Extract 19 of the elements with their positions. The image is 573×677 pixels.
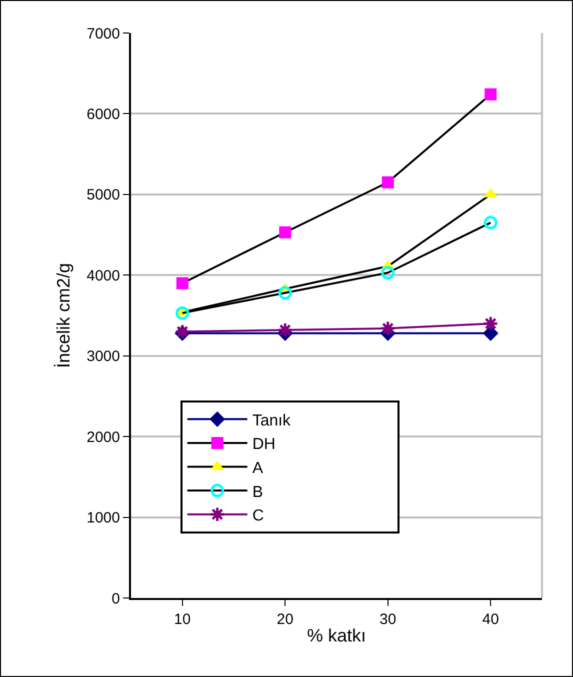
x-axis-title: % katkı [306, 626, 366, 646]
legend-label: C [252, 508, 264, 525]
x-tick-label: 40 [482, 611, 499, 628]
y-tick-label: 6000 [86, 106, 120, 123]
y-axis-title: İncelik cm2/g [53, 262, 74, 368]
legend-label: Tanık [252, 412, 292, 430]
legend-label: A [252, 460, 264, 477]
legend-label: DH [252, 436, 276, 454]
y-tick-label: 2000 [86, 428, 120, 446]
legend-label: B [252, 484, 263, 501]
y-tick-label: 4000 [86, 267, 120, 284]
y-tick-label: 5000 [86, 186, 120, 204]
y-tick-label: 3000 [86, 348, 120, 366]
y-tick-label: 7000 [86, 25, 120, 42]
y-tick-label: 1000 [86, 510, 120, 527]
x-tick-label: 20 [276, 611, 294, 628]
y-tick-label: 0 [112, 590, 120, 608]
x-tick-label: 30 [380, 611, 396, 628]
x-tick-label: 10 [174, 611, 191, 628]
